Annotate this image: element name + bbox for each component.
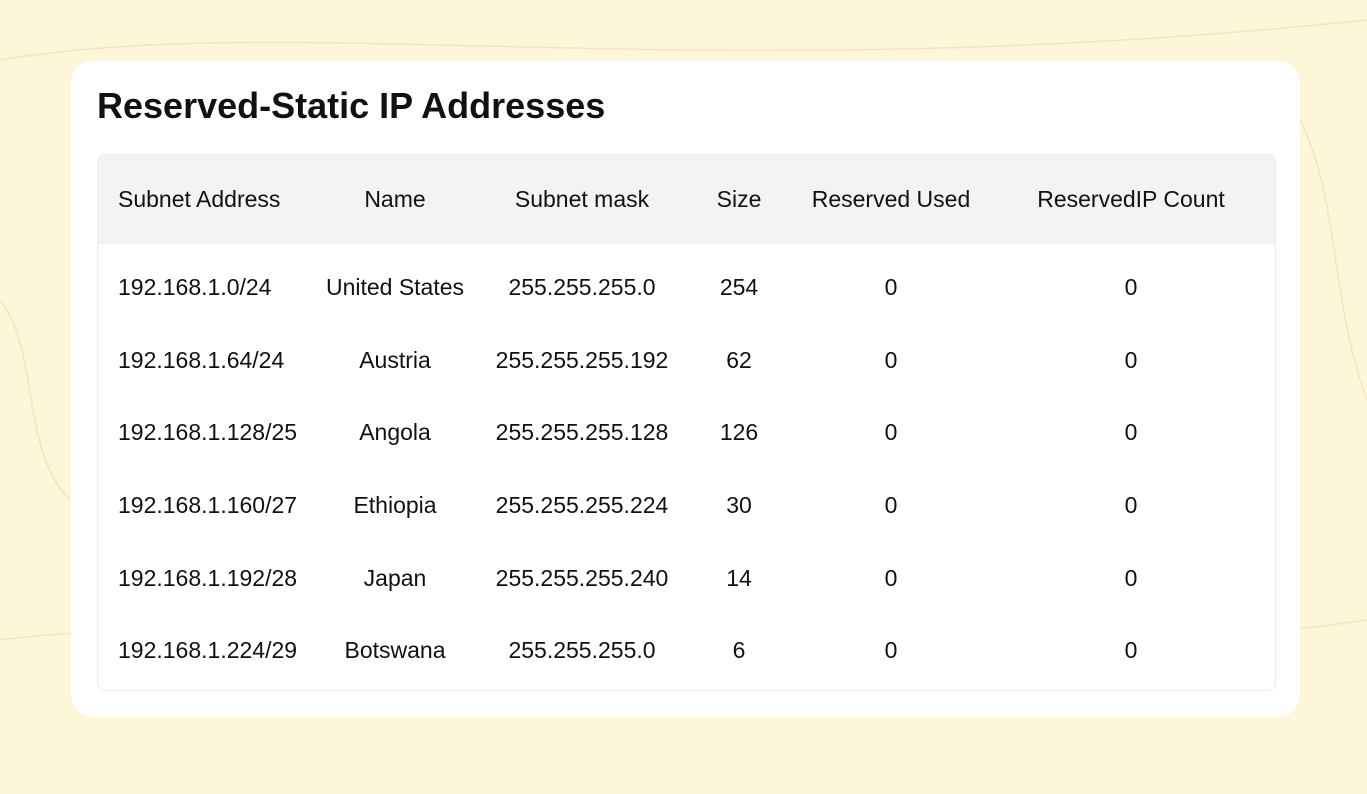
cell-subnet-mask: 255.255.255.128 (495, 419, 669, 446)
cell-size: 126 (719, 419, 759, 446)
cell-name: United States (325, 273, 465, 300)
cell-reservedip-count: 0 (1124, 419, 1138, 446)
cell-reservedip-count: 0 (1124, 637, 1138, 664)
table-row[interactable]: 192.168.1.128/25 Angola 255.255.255.128 126… (98, 396, 1275, 469)
cell-reservedip-count: 0 (1124, 346, 1138, 373)
cell-reserved-used: 0 (884, 419, 898, 446)
cell-subnet-mask: 255.255.255.0 (508, 273, 656, 300)
cell-size: 14 (726, 564, 752, 591)
table-header-row: Subnet Address Name Subnet mask Size Res… (98, 155, 1275, 244)
cell-size: 6 (732, 637, 746, 664)
table-row[interactable]: 192.168.1.160/27 Ethiopia 255.255.255.224 3… (98, 469, 1275, 542)
reserved-ip-card: Reserved-Static IP Addresses Subnet Addr… (71, 61, 1300, 717)
col-size[interactable]: Size (683, 155, 795, 244)
col-subnet-address[interactable]: Subnet Address (98, 155, 309, 244)
cell-name: Ethiopia (353, 491, 437, 518)
col-subnet-mask[interactable]: Subnet mask (481, 155, 683, 244)
cell-name: Austria (359, 346, 431, 373)
cell-name: Angola (359, 419, 431, 446)
cell-size: 254 (719, 273, 759, 300)
col-reservedip-count[interactable]: ReservedIP Count (987, 155, 1275, 244)
cell-subnet-mask: 255.255.255.192 (495, 346, 669, 373)
col-name[interactable]: Name (309, 155, 481, 244)
subnet-table: Subnet Address Name Subnet mask Size Res… (97, 154, 1276, 691)
table-row[interactable]: 192.168.1.0/24 United States 255.255.255.0… (98, 244, 1275, 324)
cell-subnet-address: 192.168.1.128/25 (118, 419, 298, 446)
cell-subnet-address: 192.168.1.192/28 (118, 564, 298, 591)
cell-reserved-used: 0 (884, 273, 898, 300)
cell-subnet-address: 192.168.1.160/27 (118, 491, 298, 518)
cell-subnet-address: 192.168.1.0/24 (118, 273, 272, 300)
col-reserved-used[interactable]: Reserved Used (795, 155, 987, 244)
cell-subnet-address: 192.168.1.224/29 (118, 637, 298, 664)
table-row[interactable]: 192.168.1.64/24 Austria 255.255.255.192 62 0… (98, 324, 1275, 397)
cell-reserved-used: 0 (884, 564, 898, 591)
cell-reserved-used: 0 (884, 346, 898, 373)
page-title: Reserved-Static IP Addresses (97, 85, 606, 126)
table-row[interactable]: 192.168.1.192/28 Japan 255.255.255.240 14 0 0 (98, 542, 1275, 615)
cell-size: 62 (726, 346, 752, 373)
cell-subnet-address: 192.168.1.64/24 (118, 346, 285, 373)
cell-reservedip-count: 0 (1124, 564, 1138, 591)
cell-reserved-used: 0 (884, 637, 898, 664)
cell-subnet-mask: 255.255.255.240 (495, 564, 669, 591)
cell-subnet-mask: 255.255.255.0 (508, 637, 656, 664)
cell-reservedip-count: 0 (1124, 273, 1138, 300)
cell-subnet-mask: 255.255.255.224 (495, 491, 669, 518)
cell-name: Botswana (344, 637, 446, 664)
cell-size: 30 (726, 491, 752, 518)
cell-reserved-used: 0 (884, 491, 898, 518)
cell-name: Japan (363, 564, 427, 591)
cell-reservedip-count: 0 (1124, 491, 1138, 518)
table-row[interactable]: 192.168.1.224/29 Botswana 255.255.255.0 6 0 0 (98, 614, 1275, 687)
